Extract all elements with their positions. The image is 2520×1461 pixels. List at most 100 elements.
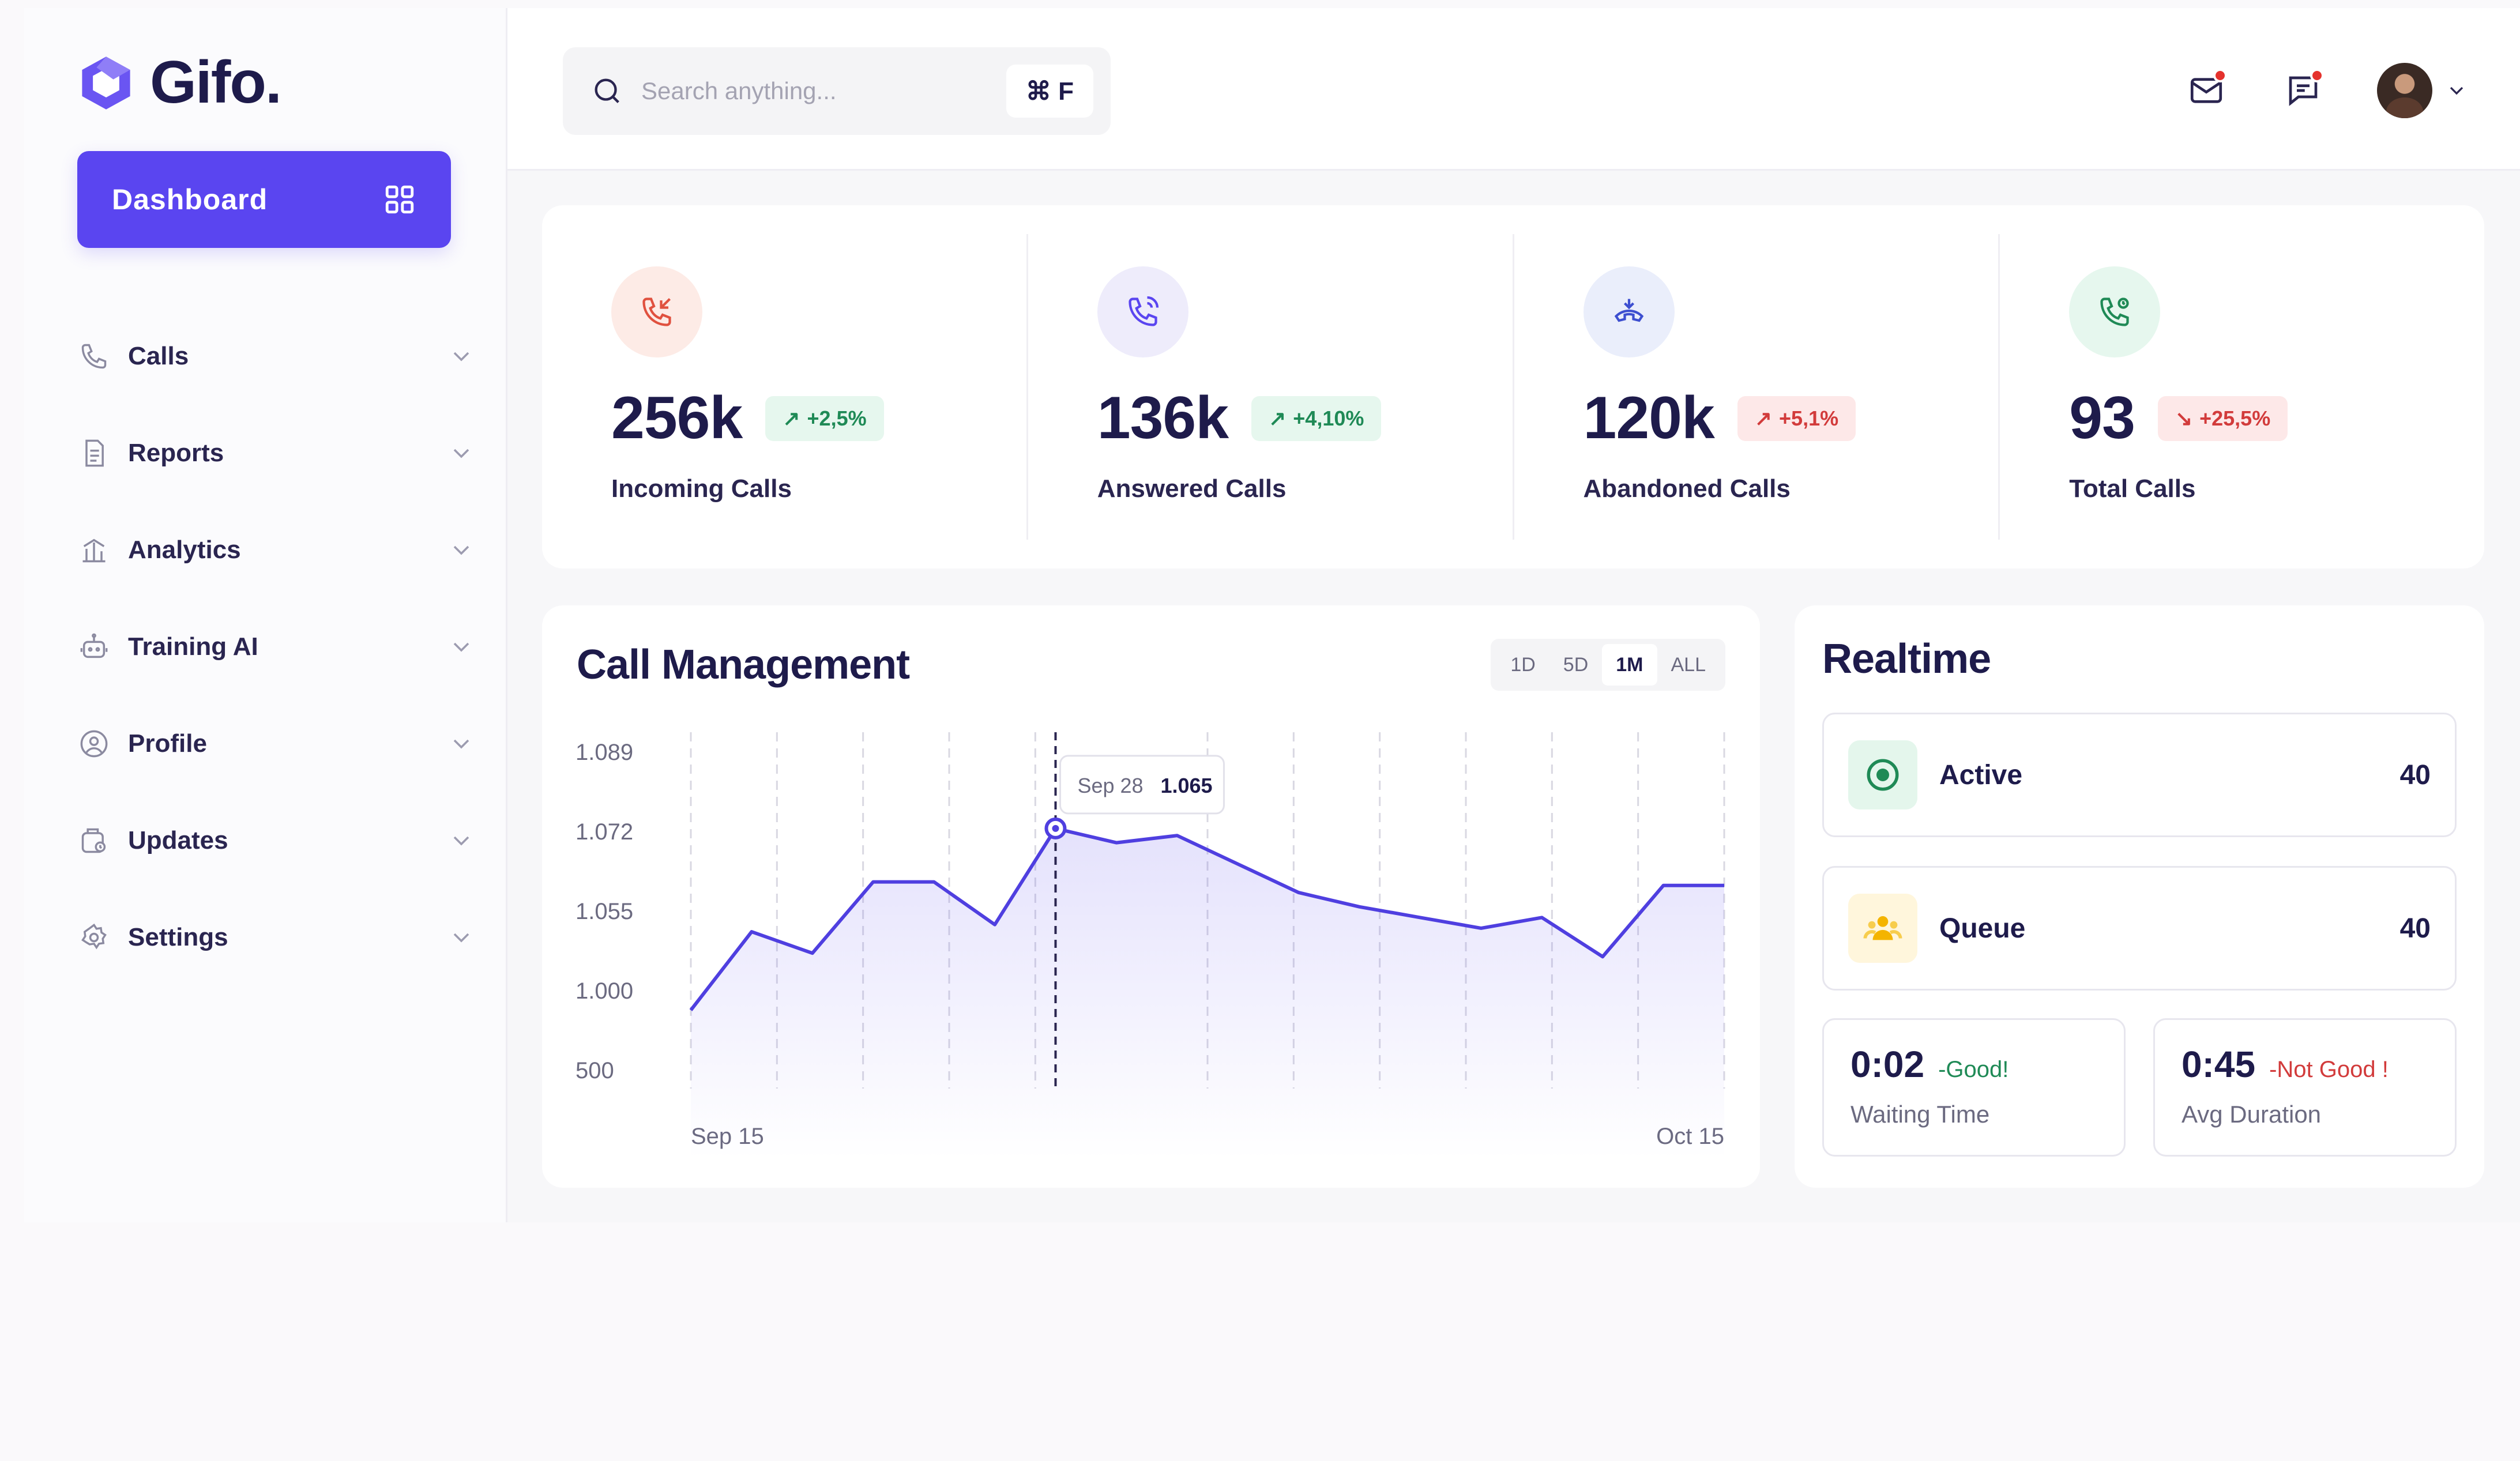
avg-duration-card[interactable]: 0:45 -Not Good ! Avg Duration: [2153, 1018, 2457, 1157]
stats-card: 256k ↗ +2,5% Incoming Calls 136k ↗ +4,10% …: [542, 205, 2484, 568]
brand-name: Gifo.: [150, 49, 282, 116]
y-tick-label: 1.072: [576, 819, 633, 845]
sidebar-item-updates[interactable]: Updates: [77, 792, 475, 889]
sidebar: Gifo. Dashboard Calls Reports: [24, 8, 507, 1222]
waiting-time-card[interactable]: 0:02 -Good! Waiting Time: [1822, 1018, 2126, 1157]
analytics-icon: [77, 533, 111, 567]
sidebar-item-reports[interactable]: Reports: [77, 405, 475, 502]
total-call-icon: [2069, 266, 2161, 357]
range-tabs: 1D 5D 1M ALL: [1491, 639, 1725, 691]
avatar[interactable]: [2377, 63, 2432, 118]
chevron-down-icon[interactable]: [447, 342, 475, 370]
trend-badge: ↗ +5,1%: [1737, 396, 1856, 441]
y-tick-label: 500: [576, 1058, 614, 1083]
stat-label: Answered Calls: [1097, 475, 1287, 503]
range-tab-1d[interactable]: 1D: [1510, 653, 1536, 676]
users-icon: [1848, 894, 1917, 963]
sidebar-item-training-ai[interactable]: Training AI: [77, 598, 475, 695]
search-input[interactable]: Search anything...: [641, 77, 837, 104]
mail-button[interactable]: [2183, 67, 2229, 114]
eye-icon: [1848, 740, 1917, 809]
trend-badge: ↗ +2,5%: [765, 396, 884, 441]
stat-label: Abandoned Calls: [1583, 475, 1791, 503]
realtime-active-label: Active: [1939, 759, 2023, 790]
y-tick-label: 1.000: [576, 978, 633, 1004]
tooltip-value: 1.065: [1160, 774, 1212, 797]
y-tick-label: 1.055: [576, 899, 633, 924]
answered-call-icon: [1097, 266, 1188, 357]
highlight-point-center: [1052, 824, 1059, 832]
robot-icon: [77, 630, 111, 664]
chevron-down-icon[interactable]: [447, 536, 475, 564]
hangup-call-icon: [1583, 266, 1675, 357]
trend-up-icon: ↗: [1754, 406, 1773, 430]
search-shortcut: ⌘ F: [1006, 65, 1093, 118]
stat-abandoned-calls[interactable]: 120k ↗ +5,1% Abandoned Calls: [1512, 234, 1999, 540]
main-content: 256k ↗ +2,5% Incoming Calls 136k ↗ +4,10% …: [507, 171, 2520, 1222]
realtime-queue[interactable]: Queue 40: [1822, 866, 2457, 991]
phone-icon: [77, 340, 111, 373]
sidebar-item-label: Analytics: [128, 536, 241, 564]
search-icon: [595, 78, 619, 103]
tooltip-date: Sep 28: [1077, 774, 1143, 797]
chevron-down-icon[interactable]: [447, 439, 475, 467]
sidebar-item-settings[interactable]: Settings: [77, 889, 475, 986]
chevron-down-icon[interactable]: [447, 730, 475, 758]
chevron-down-icon[interactable]: [447, 827, 475, 854]
grid-icon: [385, 185, 414, 214]
document-icon: [77, 436, 111, 470]
stat-value: 93: [2069, 385, 2135, 451]
realtime-queue-value: 40: [2399, 913, 2431, 944]
stat-incoming-calls[interactable]: 256k ↗ +2,5% Incoming Calls: [542, 234, 1026, 540]
mail-icon: [2190, 78, 2222, 103]
range-tab-all[interactable]: ALL: [1671, 653, 1706, 676]
sidebar-item-label: Calls: [128, 342, 189, 370]
stat-label: Total Calls: [2069, 475, 2196, 503]
realtime-active[interactable]: Active 40: [1822, 713, 2457, 837]
chart-area: [691, 828, 1724, 1159]
brand-logo[interactable]: Gifo.: [76, 48, 282, 117]
chevron-down-icon[interactable]: [2445, 79, 2468, 102]
sidebar-item-calls[interactable]: Calls: [77, 308, 475, 405]
gifo-logo-icon: [82, 56, 130, 110]
trend-up-icon: ↗: [1269, 406, 1287, 430]
search-bar[interactable]: Search anything... ⌘ F: [563, 47, 1111, 135]
top-bar: Search anything... ⌘ F: [507, 8, 2520, 171]
sidebar-item-profile[interactable]: Profile: [77, 695, 475, 792]
range-tab-1m[interactable]: 1M: [1602, 644, 1657, 686]
avg-duration-note: -Not Good !: [2269, 1057, 2389, 1082]
sidebar-item-analytics[interactable]: Analytics: [77, 502, 475, 598]
trend-badge: ↗ +4,10%: [1251, 396, 1382, 441]
sidebar-nav: Calls Reports Analytics: [77, 308, 475, 986]
sidebar-item-label: Profile: [128, 729, 207, 758]
sidebar-item-label: Updates: [128, 826, 228, 854]
chevron-down-icon[interactable]: [447, 924, 475, 951]
sidebar-item-label: Training AI: [128, 632, 258, 661]
trend-badge: ↘ +25,5%: [2157, 396, 2288, 441]
stat-answered-calls[interactable]: 136k ↗ +4,10% Answered Calls: [1026, 234, 1513, 540]
realtime-queue-label: Queue: [1939, 913, 2026, 944]
dashboard-button[interactable]: Dashboard: [77, 151, 451, 248]
notification-dot: [2310, 69, 2324, 82]
sidebar-item-label: Settings: [128, 923, 228, 951]
trend-down-icon: ↘: [2175, 406, 2193, 430]
waiting-time-label: Waiting Time: [1850, 1101, 1990, 1128]
range-tab-5d[interactable]: 5D: [1563, 653, 1589, 676]
stat-label: Incoming Calls: [611, 475, 792, 503]
stat-total-calls[interactable]: 93 ↘ +25,5% Total Calls: [1998, 234, 2484, 540]
dashboard-label: Dashboard: [112, 183, 268, 216]
chart-title: Call Management: [577, 642, 910, 688]
chart-tooltip: Sep 28 1.065: [1059, 755, 1225, 815]
sidebar-item-label: Reports: [128, 439, 224, 467]
chevron-down-icon[interactable]: [447, 633, 475, 661]
y-tick-label: 1.089: [576, 740, 633, 765]
waiting-time-value: 0:02: [1850, 1044, 1925, 1085]
updates-icon: [77, 824, 111, 857]
waiting-time-note: -Good!: [1938, 1057, 2009, 1082]
avg-duration-value: 0:45: [2182, 1044, 2256, 1085]
messages-button[interactable]: [2280, 67, 2326, 114]
stat-value: 256k: [611, 385, 743, 451]
trend-up-icon: ↗: [783, 406, 800, 430]
